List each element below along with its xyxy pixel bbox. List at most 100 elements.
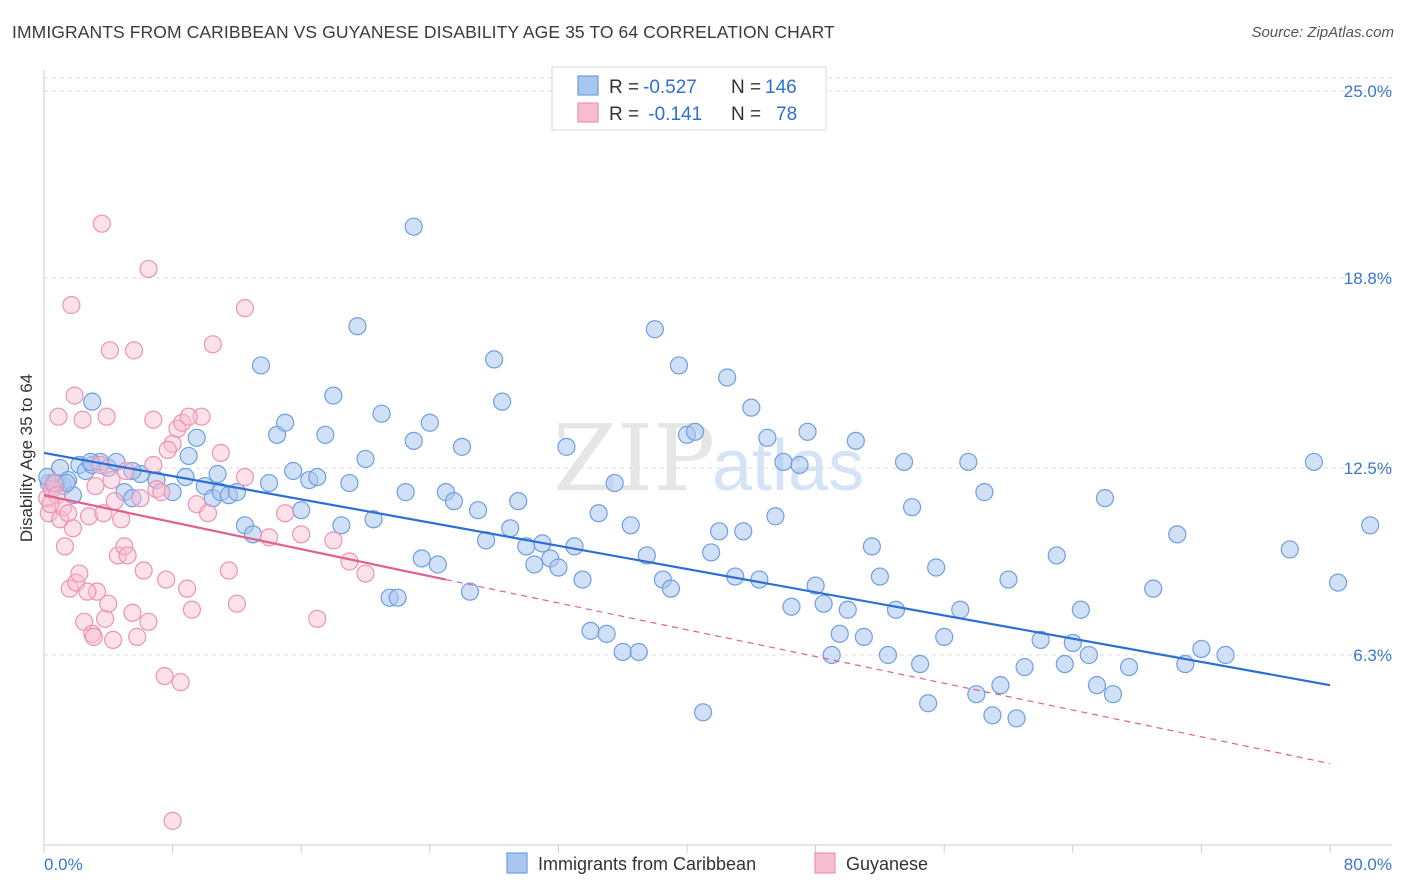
point-guyanese-50: [49, 407, 68, 426]
point-guyanese-47: [219, 561, 238, 580]
point-caribbean-82: [637, 546, 656, 565]
point-caribbean-101: [790, 455, 809, 475]
point-guyanese-22: [102, 470, 121, 490]
point-caribbean-107: [838, 600, 857, 619]
point-caribbean-64: [493, 392, 512, 411]
legend-r-value-1: -0.527: [643, 77, 697, 98]
y-tick-label-0: 6.3%: [1353, 646, 1392, 665]
y-tick-label-3: 25.0%: [1344, 82, 1392, 101]
point-guyanese-71: [356, 564, 375, 583]
x-ticks: [43, 845, 1331, 853]
point-caribbean-146: [1328, 573, 1348, 592]
point-guyanese-64: [155, 666, 174, 686]
legend-n-label-2: N =: [731, 104, 766, 125]
point-caribbean-60: [460, 582, 480, 601]
legend-swatch-blue: [577, 75, 599, 96]
point-caribbean-79: [613, 642, 632, 662]
point-guyanese-48: [227, 594, 246, 613]
legend-r-label-2: R =: [609, 104, 644, 125]
y-tick-label-2: 18.8%: [1344, 269, 1392, 288]
point-caribbean-96: [750, 570, 769, 589]
point-caribbean-125: [991, 676, 1010, 695]
point-caribbean-149: [208, 464, 227, 484]
point-guyanese-57: [124, 341, 144, 360]
point-guyanese-8: [59, 504, 78, 523]
legend-n-value-1: 146: [765, 77, 797, 98]
point-caribbean-110: [862, 537, 881, 556]
point-guyanese-35: [152, 483, 171, 502]
point-caribbean-63: [485, 350, 504, 369]
point-guyanese-28: [123, 603, 142, 622]
point-guyanese-54: [116, 461, 136, 481]
point-caribbean-115: [902, 498, 922, 517]
point-caribbean-136: [1095, 489, 1115, 508]
axes: [43, 70, 1392, 846]
point-caribbean-113: [886, 600, 906, 619]
point-guyanese-34: [147, 479, 166, 499]
point-caribbean-46: [348, 317, 367, 336]
point-caribbean-53: [404, 431, 423, 450]
point-caribbean-130: [1047, 546, 1066, 565]
legend-swatch-pink: [577, 102, 599, 123]
point-guyanese-23: [105, 492, 124, 511]
point-caribbean-114: [894, 452, 914, 472]
point-caribbean-106: [830, 624, 849, 643]
point-guyanese-40: [177, 579, 197, 598]
point-guyanese-14: [79, 507, 99, 526]
point-caribbean-104: [814, 594, 833, 613]
point-caribbean-140: [1168, 525, 1187, 544]
point-caribbean-86: [669, 356, 689, 375]
point-guyanese-12: [70, 564, 89, 583]
point-caribbean-66: [509, 492, 528, 511]
point-caribbean-128: [1015, 657, 1034, 677]
point-caribbean-147: [1361, 516, 1380, 535]
watermark: ZIP atlas: [553, 405, 864, 512]
point-caribbean-38: [284, 461, 303, 481]
point-caribbean-59: [452, 437, 472, 456]
point-guyanese-58: [62, 296, 81, 315]
point-guyanese-45: [203, 335, 222, 354]
y-tick-label-1: 12.5%: [1344, 459, 1392, 478]
point-caribbean-124: [983, 706, 1002, 725]
point-guyanese-53: [97, 407, 116, 426]
point-caribbean-116: [910, 654, 930, 674]
point-guyanese-7: [55, 537, 74, 556]
point-caribbean-94: [734, 522, 753, 541]
point-guyanese-27: [118, 546, 137, 565]
point-caribbean-83: [645, 320, 664, 339]
point-caribbean-71: [549, 558, 568, 577]
point-caribbean-54: [412, 549, 431, 568]
point-caribbean-88: [685, 422, 705, 441]
point-guyanese-32: [139, 612, 158, 631]
point-caribbean-142: [1192, 639, 1211, 659]
series-guyanese-points: [38, 214, 375, 830]
watermark-zip: ZIP: [553, 405, 715, 512]
y-tick-labels: 6.3% 12.5% 18.8% 25.0%: [1344, 82, 1392, 665]
point-guyanese-61: [235, 299, 255, 318]
point-caribbean-76: [589, 504, 608, 523]
legend-box: R = -0.527 N = 146 R = -0.141 N = 78: [551, 66, 827, 131]
point-caribbean-97: [758, 428, 777, 447]
point-guyanese-21: [99, 594, 118, 613]
gridlines: [44, 77, 1392, 656]
point-guyanese-44: [198, 504, 218, 523]
trend-line-guyanese: [43, 494, 447, 581]
point-guyanese-75: [84, 627, 103, 646]
point-caribbean-123: [975, 483, 994, 502]
point-caribbean-145: [1304, 452, 1324, 472]
point-caribbean-44: [332, 516, 351, 535]
point-caribbean-120: [951, 600, 970, 619]
point-caribbean-41: [308, 467, 327, 487]
point-caribbean-117: [919, 694, 938, 713]
point-caribbean-129: [1031, 630, 1050, 650]
point-guyanese-74: [78, 582, 97, 601]
point-caribbean-26: [187, 428, 206, 447]
bottom-legend-label-guyanese: Guyanese: [846, 854, 928, 874]
point-guyanese-62: [163, 811, 182, 830]
point-caribbean-144: [1280, 540, 1299, 559]
point-guyanese-76: [104, 630, 123, 650]
point-caribbean-20: [83, 392, 102, 411]
point-caribbean-133: [1071, 600, 1090, 619]
point-guyanese-24: [108, 546, 128, 565]
point-caribbean-72: [557, 437, 576, 456]
